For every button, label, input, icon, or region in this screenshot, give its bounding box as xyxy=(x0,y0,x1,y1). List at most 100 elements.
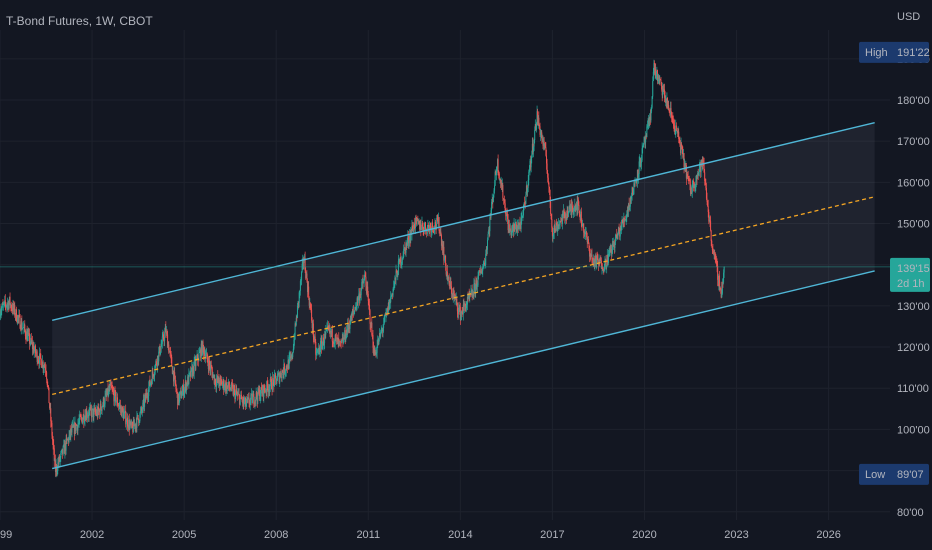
candle-body xyxy=(525,194,527,205)
candle-body xyxy=(564,213,566,219)
candle-body xyxy=(438,217,440,231)
candle-body xyxy=(239,397,241,405)
candle-body xyxy=(620,225,622,231)
candle-body xyxy=(129,424,131,430)
candle-body xyxy=(92,408,94,410)
candle-body xyxy=(351,313,353,322)
candle-body xyxy=(54,460,56,473)
candle-body xyxy=(55,465,57,473)
candle-body xyxy=(115,400,117,403)
candle-body xyxy=(325,329,327,332)
candle-body xyxy=(593,258,595,264)
candle-body xyxy=(558,224,560,226)
candle-body xyxy=(500,182,502,184)
candle-body xyxy=(20,328,22,330)
candle-body xyxy=(492,199,494,202)
candle-body xyxy=(541,132,543,140)
candle-body xyxy=(174,375,176,384)
candle-body xyxy=(257,388,259,402)
candle-body xyxy=(207,362,209,369)
candle-body xyxy=(75,425,77,431)
candle-body xyxy=(460,313,462,321)
candle-body xyxy=(540,132,542,134)
candle-body xyxy=(4,300,6,303)
channel-upper-line[interactable] xyxy=(52,121,875,321)
candle-body xyxy=(706,198,708,203)
candle-body xyxy=(131,422,133,426)
channel-mid-line[interactable] xyxy=(52,196,875,396)
candle-body xyxy=(341,338,343,341)
candle-body xyxy=(538,124,540,127)
candle-body xyxy=(293,339,295,349)
candle-body xyxy=(291,354,293,359)
candle-body xyxy=(602,269,604,271)
candle-body xyxy=(331,329,333,342)
candle-body xyxy=(186,382,188,386)
candle-body xyxy=(449,282,451,289)
candle-body xyxy=(6,304,8,307)
candle-body xyxy=(271,388,273,390)
candle-body xyxy=(537,111,539,124)
candle-body xyxy=(33,345,35,353)
candle-body xyxy=(520,224,522,229)
candle-body xyxy=(389,299,391,303)
candle-body xyxy=(715,257,717,260)
time-axis[interactable]: 1999 2002 2005 2008 2011 2014 2017 2020 2023 2026 xyxy=(0,529,841,541)
candle-body xyxy=(634,182,636,186)
channel-lower-line[interactable] xyxy=(52,270,875,470)
candle-body xyxy=(605,258,607,268)
candle-body xyxy=(28,333,30,334)
candle-body xyxy=(26,331,28,341)
candle-body xyxy=(263,385,265,397)
candle-body xyxy=(381,329,383,332)
candle-body xyxy=(523,202,525,205)
candle-body xyxy=(140,408,142,412)
candle-body xyxy=(263,385,265,391)
candle-body xyxy=(680,144,682,154)
candle-body xyxy=(707,202,709,207)
high-value: 191'22 xyxy=(897,47,930,59)
candle-body xyxy=(188,373,190,385)
candle-body xyxy=(644,137,646,143)
candle-body xyxy=(573,210,575,214)
candle-body xyxy=(672,121,674,124)
candle-body xyxy=(354,309,356,311)
candle-body xyxy=(194,359,196,367)
candle-body xyxy=(95,412,97,415)
candle-body xyxy=(131,422,133,427)
candle-body xyxy=(452,292,454,298)
candle-body xyxy=(607,255,609,264)
candle-body xyxy=(309,303,311,306)
candle-body xyxy=(576,201,578,207)
candle-body xyxy=(621,219,623,226)
candle-body xyxy=(414,217,416,228)
price-tick-label: 100'00 xyxy=(897,424,930,436)
candle-body xyxy=(338,341,340,342)
candle-body xyxy=(201,343,203,355)
candle-body xyxy=(72,425,74,428)
candle-body xyxy=(137,414,139,419)
candle-body xyxy=(633,183,635,195)
candle-body xyxy=(656,70,658,82)
candle-body xyxy=(371,334,373,336)
candle-body xyxy=(509,229,511,232)
candle-body xyxy=(637,169,639,178)
candle-body xyxy=(619,230,621,237)
candle-body xyxy=(306,280,308,293)
candle-body xyxy=(164,327,166,333)
candle-body xyxy=(580,211,582,224)
candle-body xyxy=(101,409,103,411)
candle-body xyxy=(442,246,444,254)
candle-body xyxy=(555,223,557,232)
candle-body xyxy=(30,337,32,344)
candle-body xyxy=(259,389,261,400)
candle-body xyxy=(291,354,293,358)
candle-body xyxy=(31,342,33,349)
candle-body xyxy=(141,408,143,411)
candle-body xyxy=(687,176,689,178)
candle-body xyxy=(510,228,512,230)
candle-body xyxy=(83,414,85,423)
candle-body xyxy=(612,241,614,250)
candle-body xyxy=(111,387,113,389)
